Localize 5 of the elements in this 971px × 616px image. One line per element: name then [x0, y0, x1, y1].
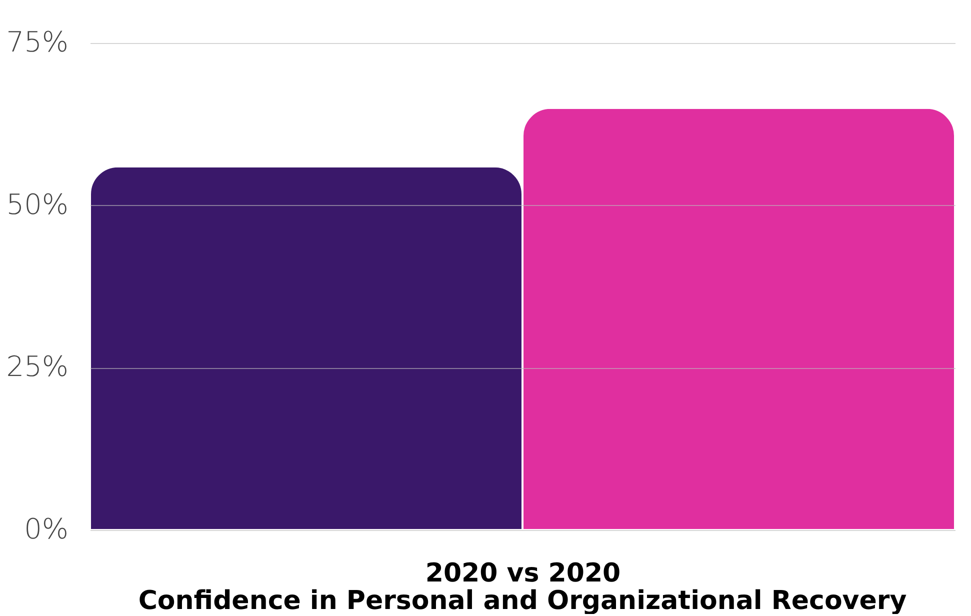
y-tick-label: 25%: [6, 350, 68, 384]
x-axis-title: 2020 vs 2020: [425, 558, 621, 588]
y-tick-label: 50%: [6, 188, 68, 221]
y-tick-label: 0%: [24, 512, 68, 546]
y-tick-label: 75%: [6, 26, 68, 58]
